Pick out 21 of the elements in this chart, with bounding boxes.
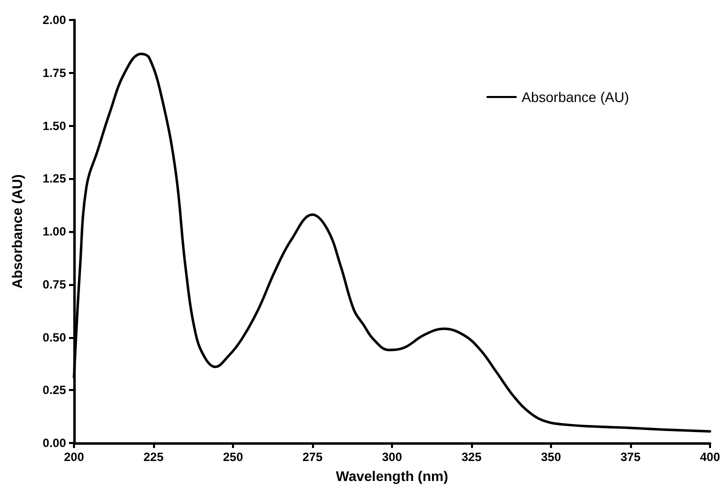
x-tick-label: 350 [540,450,562,464]
y-tick-label: 2.00 [42,13,66,27]
y-tick-label: 0.75 [42,277,66,292]
y-tick-label: 0.50 [42,330,66,344]
x-tick-label: 200 [64,450,84,464]
y-tick-label: 1.75 [42,66,66,80]
y-tick-label: 1.25 [42,172,66,186]
x-tick-label: 250 [222,450,244,464]
x-tick-label: 225 [143,450,164,464]
y-tick-label: 1.00 [42,224,66,238]
x-tick-label: 275 [302,450,323,464]
x-tick-label: 400 [700,450,720,464]
x-tick-label: 300 [382,450,402,464]
x-tick-label: 325 [461,450,482,464]
legend-label: Absorbance (AU) [522,89,630,105]
x-axis-title: Wavelength (nm) [336,468,448,484]
y-tick-label: 0.00 [42,436,66,450]
y-tick-label: 1.50 [42,118,66,133]
y-axis-title: Absorbance (AU) [9,174,25,289]
x-tick-label: 375 [620,450,641,464]
y-tick-label: 0.25 [42,383,66,398]
